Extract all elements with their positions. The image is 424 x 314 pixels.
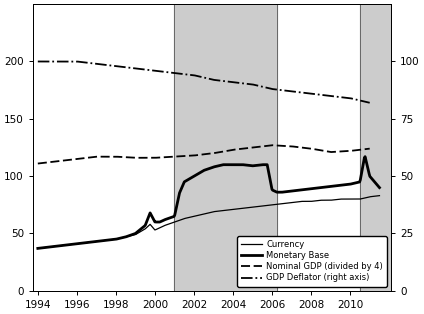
Legend: Currency, Monetary Base, Nominal GDP (divided by 4), GDP Deflator (right axis): Currency, Monetary Base, Nominal GDP (di…: [237, 236, 387, 287]
Bar: [175, 4, 277, 291]
Bar: [360, 4, 391, 291]
